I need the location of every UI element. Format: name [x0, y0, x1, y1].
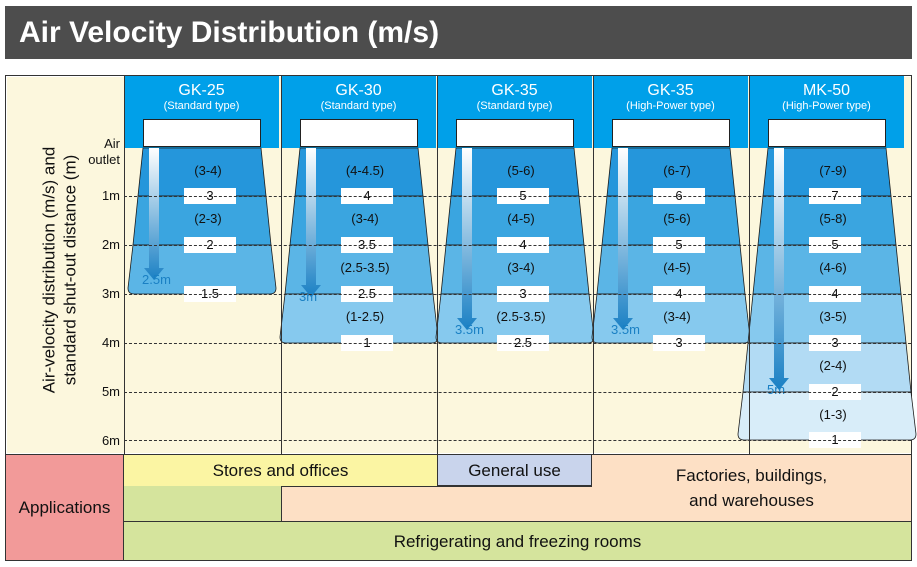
shutout-distance: 2.5m: [142, 272, 171, 287]
air-outlet-2: [300, 119, 418, 147]
velocity-value: 1.5: [184, 286, 236, 302]
velocity-cone-5: [737, 147, 917, 441]
velocity-range: (7-9): [819, 163, 847, 178]
gridline-5m: [124, 392, 911, 393]
velocity-cone-2: [279, 147, 439, 344]
app-refrigerating-label: Refrigerating and freezing rooms: [393, 531, 642, 551]
y-axis-title-line1: Air-velocity distribution (m/s) and: [39, 146, 59, 394]
app-general-label: General use: [468, 460, 561, 480]
gridline-1m: [124, 196, 911, 197]
velocity-range: (2-4): [819, 358, 847, 373]
column-divider: [124, 76, 125, 454]
row-label-5m: 5m: [101, 384, 120, 399]
airflow-arrow: [769, 148, 789, 390]
air-outlet-3: [456, 119, 574, 147]
app-stores-label: Stores and offices: [212, 461, 349, 480]
shutout-distance: 5m: [767, 382, 786, 397]
velocity-range: (5-6): [507, 163, 535, 178]
y-axis-title-line2: standard shut-out distance (m): [60, 154, 80, 386]
gridline-6m: [124, 440, 911, 441]
velocity-range: (4-6): [819, 260, 847, 275]
velocity-cone-3: [435, 147, 595, 344]
velocity-range: (3-4): [194, 163, 222, 178]
shutout-distance: 3m: [299, 289, 318, 304]
column-divider: [749, 76, 750, 454]
air-outlet-5: [768, 119, 886, 147]
y-axis-title: Air-velocity distribution (m/s) and stan…: [14, 125, 104, 415]
velocity-range: (1-3): [819, 407, 847, 422]
model-name: GK-35: [491, 82, 538, 99]
airflow-arrow: [457, 148, 477, 330]
column-divider: [281, 76, 282, 454]
velocity-range: (3-4): [663, 309, 691, 324]
air-outlet-1: [143, 119, 261, 147]
column-divider: [437, 76, 438, 454]
model-type: (High-Power type): [626, 100, 715, 112]
velocity-range: (2-3): [194, 211, 222, 226]
row-label-2m: 2m: [101, 237, 120, 252]
row-label-4m: 4m: [101, 335, 120, 350]
velocity-range: (3-4): [507, 260, 535, 275]
velocity-range: (3-5): [819, 309, 847, 324]
shutout-distance: 3.5m: [611, 322, 640, 337]
velocity-range: (4-4.5): [345, 163, 385, 178]
velocity-range: (4-5): [663, 260, 691, 275]
row-label-air: Air: [104, 136, 120, 151]
gridline-2m: [124, 245, 911, 246]
velocity-range: (6-7): [663, 163, 691, 178]
row-label-3m: 3m: [101, 286, 120, 301]
app-stores: Stores and offices: [124, 455, 437, 486]
model-type: (Standard type): [163, 100, 240, 112]
model-type: (Standard type): [476, 100, 553, 112]
model-name: MK-50: [802, 82, 851, 99]
app-factories-line2: and warehouses: [689, 491, 814, 510]
velocity-range: (2.5-3.5): [496, 309, 546, 324]
app-general: General use: [437, 455, 592, 486]
app-factories-text: Factories, buildings, and warehouses: [592, 455, 911, 521]
model-name: GK-35: [647, 82, 694, 99]
velocity-range: (3-4): [351, 211, 379, 226]
airflow-arrow: [613, 148, 633, 330]
shutout-distance: 3.5m: [455, 322, 484, 337]
air-outlet-4: [612, 119, 730, 147]
velocity-range: (5-6): [663, 211, 691, 226]
model-type: (Standard type): [320, 100, 397, 112]
model-name: GK-30: [335, 82, 382, 99]
gridline-4m: [124, 343, 911, 344]
model-type: (High-Power type): [782, 100, 871, 112]
airflow-arrow: [144, 148, 164, 280]
velocity-range: (5-8): [819, 211, 847, 226]
applications-label: Applications: [6, 455, 124, 560]
column-divider: [593, 76, 594, 454]
velocity-range: (2.5-3.5): [340, 260, 390, 275]
velocity-range: (4-5): [507, 211, 535, 226]
row-label-6m: 6m: [101, 433, 120, 448]
gridline-3m: [124, 294, 911, 295]
app-top-border: [6, 454, 911, 455]
app-factories-line1: Factories, buildings,: [675, 466, 828, 485]
airflow-arrow: [301, 148, 321, 297]
row-label-outlet: outlet: [88, 152, 120, 167]
app-refrigerating: Refrigerating and freezing rooms: [124, 521, 911, 560]
model-name: GK-25: [178, 82, 225, 99]
app-green-left: [124, 486, 281, 521]
row-label-1m: 1m: [101, 188, 120, 203]
velocity-range: (1-2.5): [345, 309, 385, 324]
page-title: Air Velocity Distribution (m/s): [5, 6, 912, 59]
